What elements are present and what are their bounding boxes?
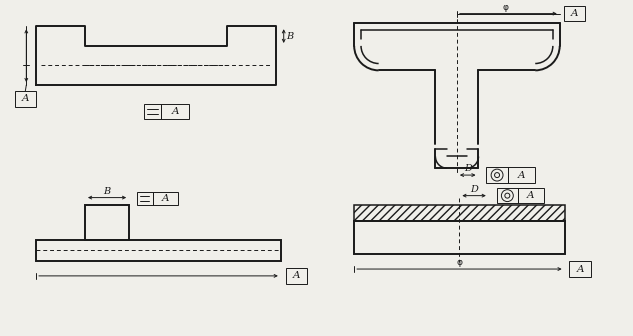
Text: A: A — [570, 9, 578, 18]
Bar — [15, 91, 36, 107]
Text: A: A — [518, 171, 525, 179]
Text: A: A — [161, 194, 169, 203]
Bar — [563, 6, 585, 22]
Text: A: A — [577, 264, 584, 274]
Bar — [570, 261, 591, 277]
Bar — [153, 192, 178, 205]
Text: B: B — [287, 32, 294, 41]
Bar — [354, 221, 565, 254]
Text: A: A — [172, 107, 179, 116]
Text: D: D — [464, 164, 472, 173]
Bar — [144, 103, 161, 119]
Bar — [36, 240, 281, 261]
Text: φ: φ — [456, 258, 462, 267]
Text: B: B — [104, 186, 111, 196]
Bar — [137, 192, 153, 205]
Bar — [85, 205, 129, 240]
Text: A: A — [292, 271, 300, 280]
Bar — [161, 103, 189, 119]
Text: D: D — [470, 185, 478, 194]
Bar — [508, 167, 536, 183]
Bar — [285, 268, 307, 284]
Bar — [496, 188, 518, 204]
Text: A: A — [22, 94, 29, 103]
Bar — [486, 167, 508, 183]
Bar — [518, 188, 544, 204]
Text: A: A — [527, 191, 535, 200]
Text: φ: φ — [503, 3, 508, 12]
Bar — [354, 205, 565, 221]
